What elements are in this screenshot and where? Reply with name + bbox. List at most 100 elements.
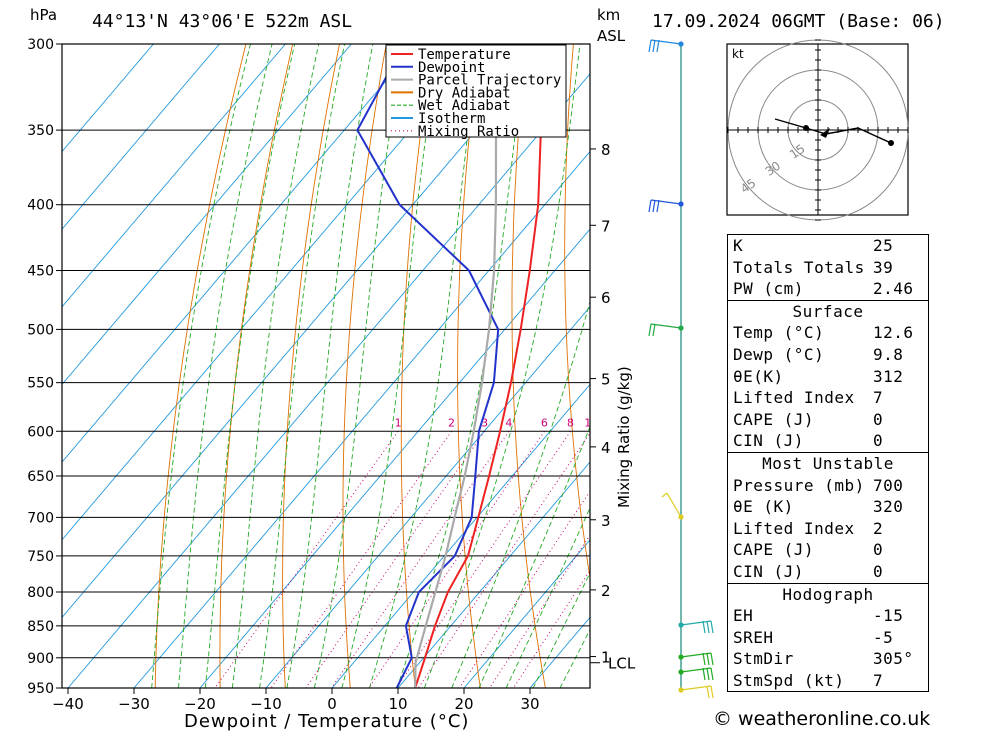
stat-row: K 25	[728, 235, 928, 257]
legend-label: Wet Adiabat	[418, 98, 511, 114]
temperature-tick-label: −10	[250, 695, 282, 713]
datetime-title: 17.09.2024 06GMT (Base: 06)	[652, 11, 945, 32]
stat-value: 25	[873, 236, 894, 255]
mixing-ratio-label: 20	[652, 416, 666, 429]
height-tick-label: 2	[601, 582, 611, 600]
stat-row: θE(K) 312	[728, 366, 928, 388]
dry-adiabat-line	[948, 44, 1000, 688]
stat-value: 305°	[873, 649, 914, 669]
height-tick-label: 7	[601, 217, 611, 235]
height-tick-label: 5	[601, 371, 611, 389]
stat-value: 320	[873, 497, 904, 517]
pressure-tick-label: 950	[27, 681, 54, 697]
temperature-tick-label: 20	[454, 695, 473, 713]
stat-label: Lifted Index	[733, 388, 855, 408]
stat-value: 7	[873, 670, 884, 690]
stat-label: Lifted Index	[733, 518, 855, 538]
temperature-tick-label: 0	[327, 695, 337, 713]
wet-adiabat-line	[451, 299, 590, 688]
isotherm-line	[62, 44, 220, 230]
stat-label: K	[733, 236, 744, 255]
pressure-tick-label: 850	[27, 619, 54, 635]
height-tick-label: 1	[601, 649, 611, 667]
mixing-ratio-label: 10	[584, 416, 598, 429]
mixing-ratio-label: 4	[505, 416, 512, 429]
wet-adiabat-line	[505, 506, 590, 688]
stat-value: 312	[873, 366, 904, 386]
isotherm-line	[62, 44, 418, 463]
mixing-ratio-line	[513, 569, 590, 688]
dry-adiabat-line	[282, 44, 340, 688]
mixing-ratio-label: 2	[448, 416, 455, 429]
stat-row: Lifted Index 2	[728, 518, 928, 540]
wind-barb	[680, 620, 714, 634]
pressure-tick-label: 550	[27, 376, 54, 392]
isotherm-line	[331, 383, 590, 688]
series-parcel-trajectory	[414, 44, 498, 688]
stat-row: CIN (J) 0	[728, 561, 928, 583]
series-temperature	[414, 44, 551, 688]
wind-barb	[648, 39, 682, 53]
isotherm-line	[62, 44, 286, 308]
stat-value: 2	[873, 518, 884, 538]
stat-row: Dewp (°C) 9.8	[728, 344, 928, 366]
wet-adiabat-line	[313, 44, 405, 688]
copyright-text: © weatheronline.co.uk	[713, 708, 931, 730]
hodograph-section: Hodograph EH -15 SREH -5 StmDir 305° StmSpd (k…	[728, 582, 928, 692]
stat-label: CAPE (J)	[733, 409, 815, 429]
legend-label: Dewpoint	[418, 60, 485, 76]
pressure-tick-label: 750	[27, 549, 54, 565]
dry-adiabat-line	[564, 44, 590, 581]
isotherm-line	[199, 228, 590, 688]
legend-label: Temperature	[418, 47, 511, 63]
temperature-tick-label: −30	[118, 695, 150, 713]
series-dewpoint	[356, 44, 500, 688]
km-label: km	[597, 6, 620, 24]
legend-label: Isotherm	[418, 111, 485, 127]
stat-label: θE(K)	[733, 366, 784, 386]
mixing-ratio-label: 6	[541, 416, 548, 429]
pressure-tick-label: 650	[27, 469, 54, 485]
mixing-ratio-label: 8	[567, 416, 574, 429]
stat-row: CAPE (J) 0	[728, 409, 928, 431]
pressure-unit-label: hPa	[30, 6, 57, 24]
stat-label: Totals Totals	[733, 257, 865, 277]
stat-row: θE (K) 320	[728, 496, 928, 518]
mixing-ratio-axis-title: Mixing Ratio (g/kg)	[615, 366, 633, 508]
stat-value: 0	[873, 409, 884, 429]
lcl-label: LCL	[608, 655, 636, 673]
wind-barb	[680, 652, 714, 666]
wet-adiabat-line	[204, 44, 296, 688]
stat-value: 700	[873, 475, 904, 495]
legend-label: Parcel Trajectory	[418, 73, 561, 89]
height-tick-label: 3	[601, 512, 611, 530]
stat-label: CIN (J)	[733, 561, 804, 581]
indices-table: K 25 Totals Totals 39 PW (cm) 2.46 Surface Te…	[727, 234, 929, 693]
stat-value: 0	[873, 540, 884, 560]
hodograph-point	[888, 140, 894, 146]
temperature-tick-label: 30	[520, 695, 539, 713]
stat-label: StmDir	[733, 649, 794, 669]
mixing-ratio-line	[270, 431, 452, 688]
wind-barb	[648, 199, 682, 213]
stat-label: PW (cm)	[733, 279, 804, 299]
stat-row: SREH -5	[728, 627, 928, 649]
isotherm-line	[62, 44, 550, 619]
stat-value: 39	[873, 257, 894, 277]
stat-value: -5	[873, 627, 894, 647]
pressure-tick-label: 450	[27, 264, 54, 280]
wind-profile	[648, 39, 714, 699]
stat-label: CAPE (J)	[733, 540, 815, 560]
hodograph-unit-label: kt	[732, 47, 744, 61]
isotherm-line	[133, 150, 590, 688]
temperature-tick-label: −20	[184, 695, 216, 713]
isotherm-line	[397, 461, 590, 688]
pressure-tick-label: 600	[27, 424, 54, 440]
isotherm-line	[62, 44, 154, 153]
stat-label: Dewp (°C)	[733, 344, 825, 364]
stat-value: 0	[873, 431, 884, 451]
stat-value: 9.8	[873, 344, 904, 364]
x-axis-title: Dewpoint / Temperature (°C)	[184, 711, 469, 732]
